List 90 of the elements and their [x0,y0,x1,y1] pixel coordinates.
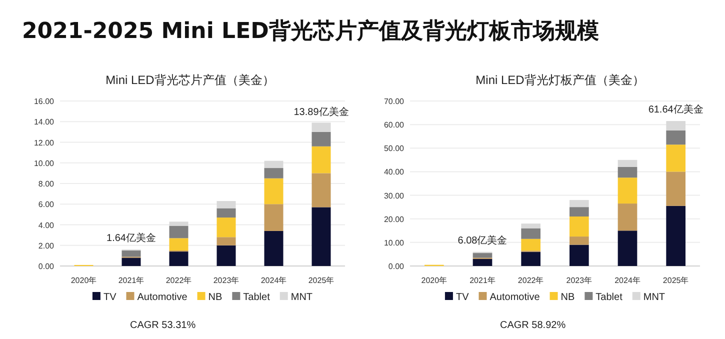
y-tick-label: 4.00 [38,220,55,230]
legend-label: NB [208,292,222,303]
annotation: 6.08亿美金 [458,234,508,247]
bar [570,216,589,237]
bar [570,200,589,208]
x-tick-label: 2025年 [308,276,334,285]
bar [264,168,284,178]
legend-label: Tablet [596,292,623,303]
bar [618,178,638,204]
bar [666,144,686,172]
y-tick-label: 0.00 [388,262,405,271]
annotation: 1.64亿美金 [106,232,156,244]
bar [264,160,284,168]
y-tick-label: 0.00 [38,262,55,271]
legend-label: Automotive [137,292,188,303]
bar [472,253,492,258]
x-tick-label: 2022年 [518,276,544,285]
text: 2021-2025 Mini LED背光芯片产值及背光灯板市场规模 [22,18,599,44]
y-tick-label: 50.00 [384,144,405,154]
legend-label: MNT [643,292,666,303]
y-tick-label: 30.00 [384,191,405,200]
legend-label: TV [456,292,470,303]
bar [264,230,284,266]
x-tick-label: 2020年 [70,276,97,285]
x-tick-label: 2024年 [614,276,640,285]
x-tick-label: 2023年 [213,276,240,285]
y-tick-label: 14.00 [34,118,55,127]
x-tick-label: 2025年 [662,276,689,285]
y-tick-label: 12.00 [34,138,55,148]
x-tick-label: 2021年 [470,276,496,285]
bar [216,218,236,238]
x-tick-label: 2020年 [421,276,448,285]
bar [666,172,686,206]
bar [169,252,188,266]
text: CAGR 53.31% [130,320,196,331]
chart-title: Mini LED背光灯板产值（美金） [476,73,644,87]
x-tick-label: 2022年 [166,276,192,285]
y-tick-label: 20.00 [384,214,405,224]
bar [169,238,188,251]
bar [122,258,141,266]
x-tick-label: 2023年 [566,276,592,285]
bar [312,132,331,146]
bar [216,208,236,218]
bar [264,178,284,204]
bar [312,146,331,174]
legend-label: Automotive [490,292,540,303]
bar [472,258,492,266]
bar [521,224,540,228]
y-tick-label: 10.00 [34,158,55,168]
chart-title: Mini LED背光芯片产值（美金） [106,73,274,87]
bar [618,230,638,266]
x-tick-label: 2024年 [260,276,287,285]
bar [169,226,188,238]
legend-label: NB [560,292,575,303]
bar [666,121,686,130]
bar [666,130,686,145]
bar [216,245,236,266]
legend-label: Tablet [243,292,270,303]
bar [312,173,331,208]
y-tick-label: 60.00 [384,120,405,130]
bar [216,201,236,208]
bar [666,206,686,266]
bar [570,244,589,266]
y-tick-label: 16.00 [34,97,55,106]
text: CAGR 58.92% [500,320,566,331]
y-tick-label: 6.00 [38,200,55,210]
bar [618,167,638,178]
y-tick-label: 2.00 [38,241,55,250]
bar [618,204,638,231]
bar [169,222,188,226]
legend-label: TV [103,292,117,303]
bar [122,250,141,257]
y-tick-label: 70.00 [384,97,405,106]
annotation: 61.64亿美金 [648,104,704,116]
y-tick-label: 10.00 [384,238,405,248]
bar [312,122,331,132]
x-tick-label: 2021年 [118,276,144,285]
bar [570,207,589,216]
bar [521,252,540,266]
legend-label: MNT [290,292,313,303]
bar [618,160,638,167]
y-tick-label: 8.00 [38,180,55,188]
y-tick-label: 40.00 [384,168,405,177]
bar [312,207,331,266]
bar [521,238,540,251]
bar [216,237,236,246]
bar [570,236,589,245]
bar [264,204,284,231]
annotation: 13.89亿美金 [294,106,349,118]
bar [521,228,540,239]
